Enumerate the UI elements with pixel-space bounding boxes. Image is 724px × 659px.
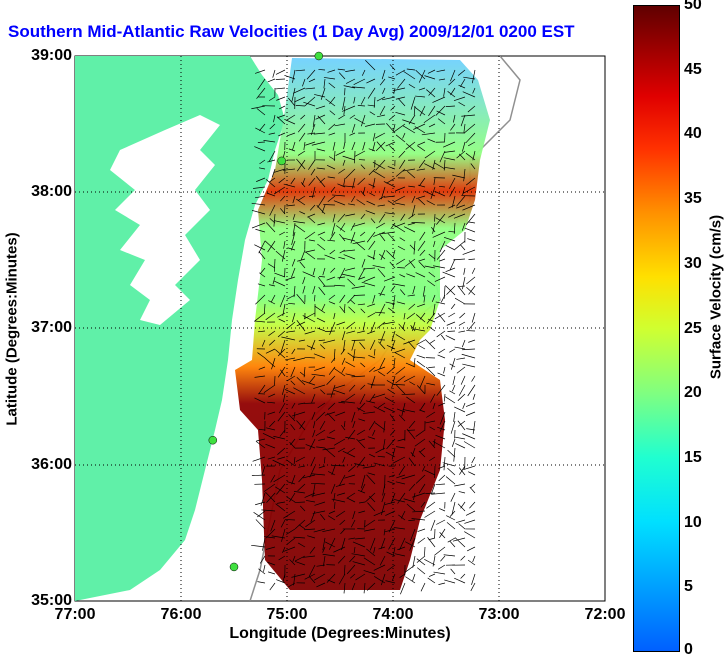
x-tick-label: 75:00 [266,606,308,623]
radar-station-marker [314,51,324,61]
x-tick-label: 76:00 [160,606,202,623]
colorbar-tick: 40 [684,125,702,142]
map-title: Southern Mid-Atlantic Raw Velocities (1 … [8,22,575,41]
y-tick-label: 36:00 [31,456,72,473]
velocity-field [235,58,490,590]
colorbar-tick: 10 [684,514,702,531]
radar-station-marker [277,156,286,166]
colorbar-tick: 25 [684,320,702,337]
bay-water [110,115,220,325]
colorbar-tick: 50 [684,0,702,13]
colorbar-tick: 0 [684,641,693,658]
colorbar-tick: 35 [684,190,702,207]
radar-station-marker [229,562,239,572]
colorbar-tick: 30 [684,255,702,272]
x-tick-label: 77:00 [54,606,96,623]
velocity-arrows [251,59,476,595]
y-tick-label: 35:00 [31,592,72,609]
x-axis-label: Longitude (Degrees:Minutes) [229,625,451,642]
y-tick-label: 37:00 [31,319,72,336]
colorbar-tick: 45 [684,61,702,78]
colorbar-tick: 20 [684,384,702,401]
colorbar [633,5,680,652]
y-tick-label: 38:00 [31,183,72,200]
x-tick-label: 72:00 [584,606,626,623]
x-tick-label: 74:00 [372,606,414,623]
colorbar-tick: 15 [684,449,702,466]
y-tick-label: 39:00 [31,47,72,64]
y-axis-label: Latitude (Degrees:Minutes) [3,232,21,426]
colorbar-tick: 5 [684,578,693,595]
radar-station-marker [208,435,218,445]
x-tick-label: 73:00 [478,606,520,623]
colorbar-label: Surface Velocity (cm/s) [707,214,724,380]
